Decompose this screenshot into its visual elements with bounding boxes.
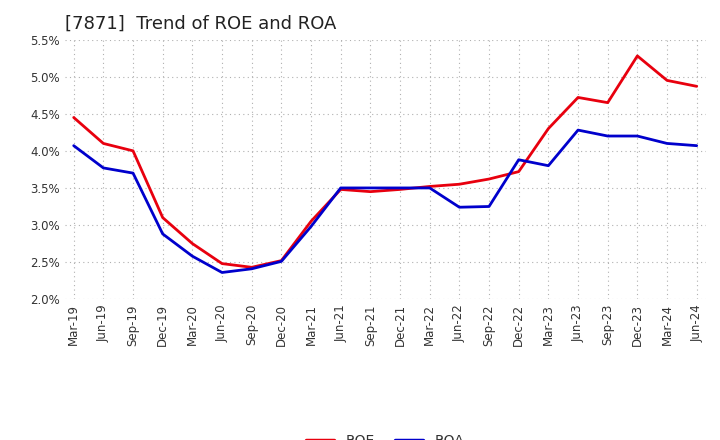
Legend: ROE, ROA: ROE, ROA xyxy=(301,428,469,440)
ROE xyxy=(158,215,167,220)
ROE xyxy=(693,84,701,89)
ROE xyxy=(277,258,286,263)
ROE xyxy=(662,78,671,83)
ROA xyxy=(307,224,315,229)
ROA xyxy=(277,259,286,264)
ROA xyxy=(455,205,464,210)
ROA xyxy=(366,185,374,191)
ROA xyxy=(336,185,345,191)
ROE xyxy=(603,100,612,105)
ROA xyxy=(485,204,493,209)
Line: ROE: ROE xyxy=(73,56,697,268)
ROE xyxy=(485,176,493,182)
ROA xyxy=(693,143,701,148)
ROA xyxy=(217,270,226,275)
ROE xyxy=(574,95,582,100)
ROA xyxy=(188,253,197,259)
ROE xyxy=(633,53,642,59)
ROE xyxy=(248,265,256,270)
ROA xyxy=(633,133,642,139)
ROE xyxy=(99,141,108,146)
ROA xyxy=(129,170,138,176)
ROE xyxy=(514,169,523,174)
ROE xyxy=(396,187,405,192)
Text: [7871]  Trend of ROE and ROA: [7871] Trend of ROE and ROA xyxy=(65,15,336,33)
ROA xyxy=(158,231,167,237)
ROE xyxy=(129,148,138,154)
ROE xyxy=(426,184,434,189)
ROA xyxy=(69,143,78,148)
Line: ROA: ROA xyxy=(73,130,697,272)
ROE xyxy=(366,189,374,194)
ROA xyxy=(544,163,553,169)
ROE xyxy=(544,126,553,131)
ROA xyxy=(396,185,405,191)
ROE xyxy=(455,182,464,187)
ROA xyxy=(426,185,434,191)
ROA xyxy=(574,128,582,133)
ROA xyxy=(248,266,256,271)
ROE xyxy=(69,115,78,120)
ROE xyxy=(188,241,197,246)
ROA xyxy=(662,141,671,146)
ROA xyxy=(603,133,612,139)
ROE xyxy=(217,261,226,266)
ROA xyxy=(99,165,108,171)
ROE xyxy=(336,187,345,192)
ROE xyxy=(307,219,315,224)
ROA xyxy=(514,157,523,162)
